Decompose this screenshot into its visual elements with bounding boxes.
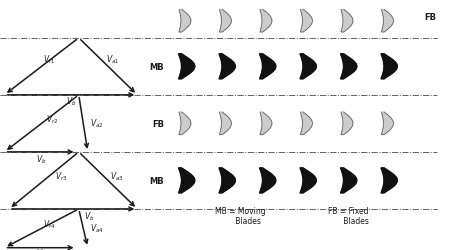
Polygon shape — [260, 168, 276, 193]
Text: $V_b$: $V_b$ — [66, 96, 76, 108]
Polygon shape — [219, 168, 235, 193]
Polygon shape — [381, 54, 397, 80]
Polygon shape — [301, 112, 312, 135]
Text: MB: MB — [149, 176, 164, 185]
Text: $V_b$: $V_b$ — [84, 209, 94, 222]
Polygon shape — [341, 54, 357, 80]
Text: $V_{a4}$: $V_{a4}$ — [90, 222, 104, 234]
Polygon shape — [382, 10, 393, 33]
Text: FB = Fixed
      Blades: FB = Fixed Blades — [328, 206, 369, 226]
Polygon shape — [260, 112, 272, 135]
Polygon shape — [260, 54, 276, 80]
Polygon shape — [179, 168, 195, 193]
Polygon shape — [179, 112, 191, 135]
Text: FB: FB — [424, 12, 436, 22]
Text: $V_{a2}$: $V_{a2}$ — [90, 117, 104, 130]
Text: $V_{a3}$: $V_{a3}$ — [110, 170, 124, 182]
Polygon shape — [382, 112, 393, 135]
Polygon shape — [341, 10, 353, 33]
Text: MB = Moving
      Blades: MB = Moving Blades — [216, 206, 266, 226]
Polygon shape — [301, 10, 312, 33]
Polygon shape — [179, 10, 191, 33]
Polygon shape — [341, 112, 353, 135]
Text: $V_b$: $V_b$ — [36, 247, 47, 250]
Text: $V_{a1}$: $V_{a1}$ — [106, 54, 119, 66]
Polygon shape — [341, 168, 357, 193]
Polygon shape — [260, 10, 272, 33]
Polygon shape — [219, 54, 235, 80]
Polygon shape — [220, 10, 231, 33]
Text: FB: FB — [152, 120, 164, 128]
Polygon shape — [220, 112, 231, 135]
Polygon shape — [300, 168, 316, 193]
Text: $V_b$: $V_b$ — [36, 152, 47, 165]
Text: $V_{r1}$: $V_{r1}$ — [43, 54, 56, 66]
Polygon shape — [179, 54, 195, 80]
Text: $V_{r3}$: $V_{r3}$ — [54, 170, 67, 182]
Text: MB: MB — [149, 62, 164, 72]
Text: $V_{r4}$: $V_{r4}$ — [43, 217, 56, 230]
Text: $V_{r2}$: $V_{r2}$ — [45, 113, 58, 125]
Polygon shape — [300, 54, 316, 80]
Polygon shape — [381, 168, 397, 193]
